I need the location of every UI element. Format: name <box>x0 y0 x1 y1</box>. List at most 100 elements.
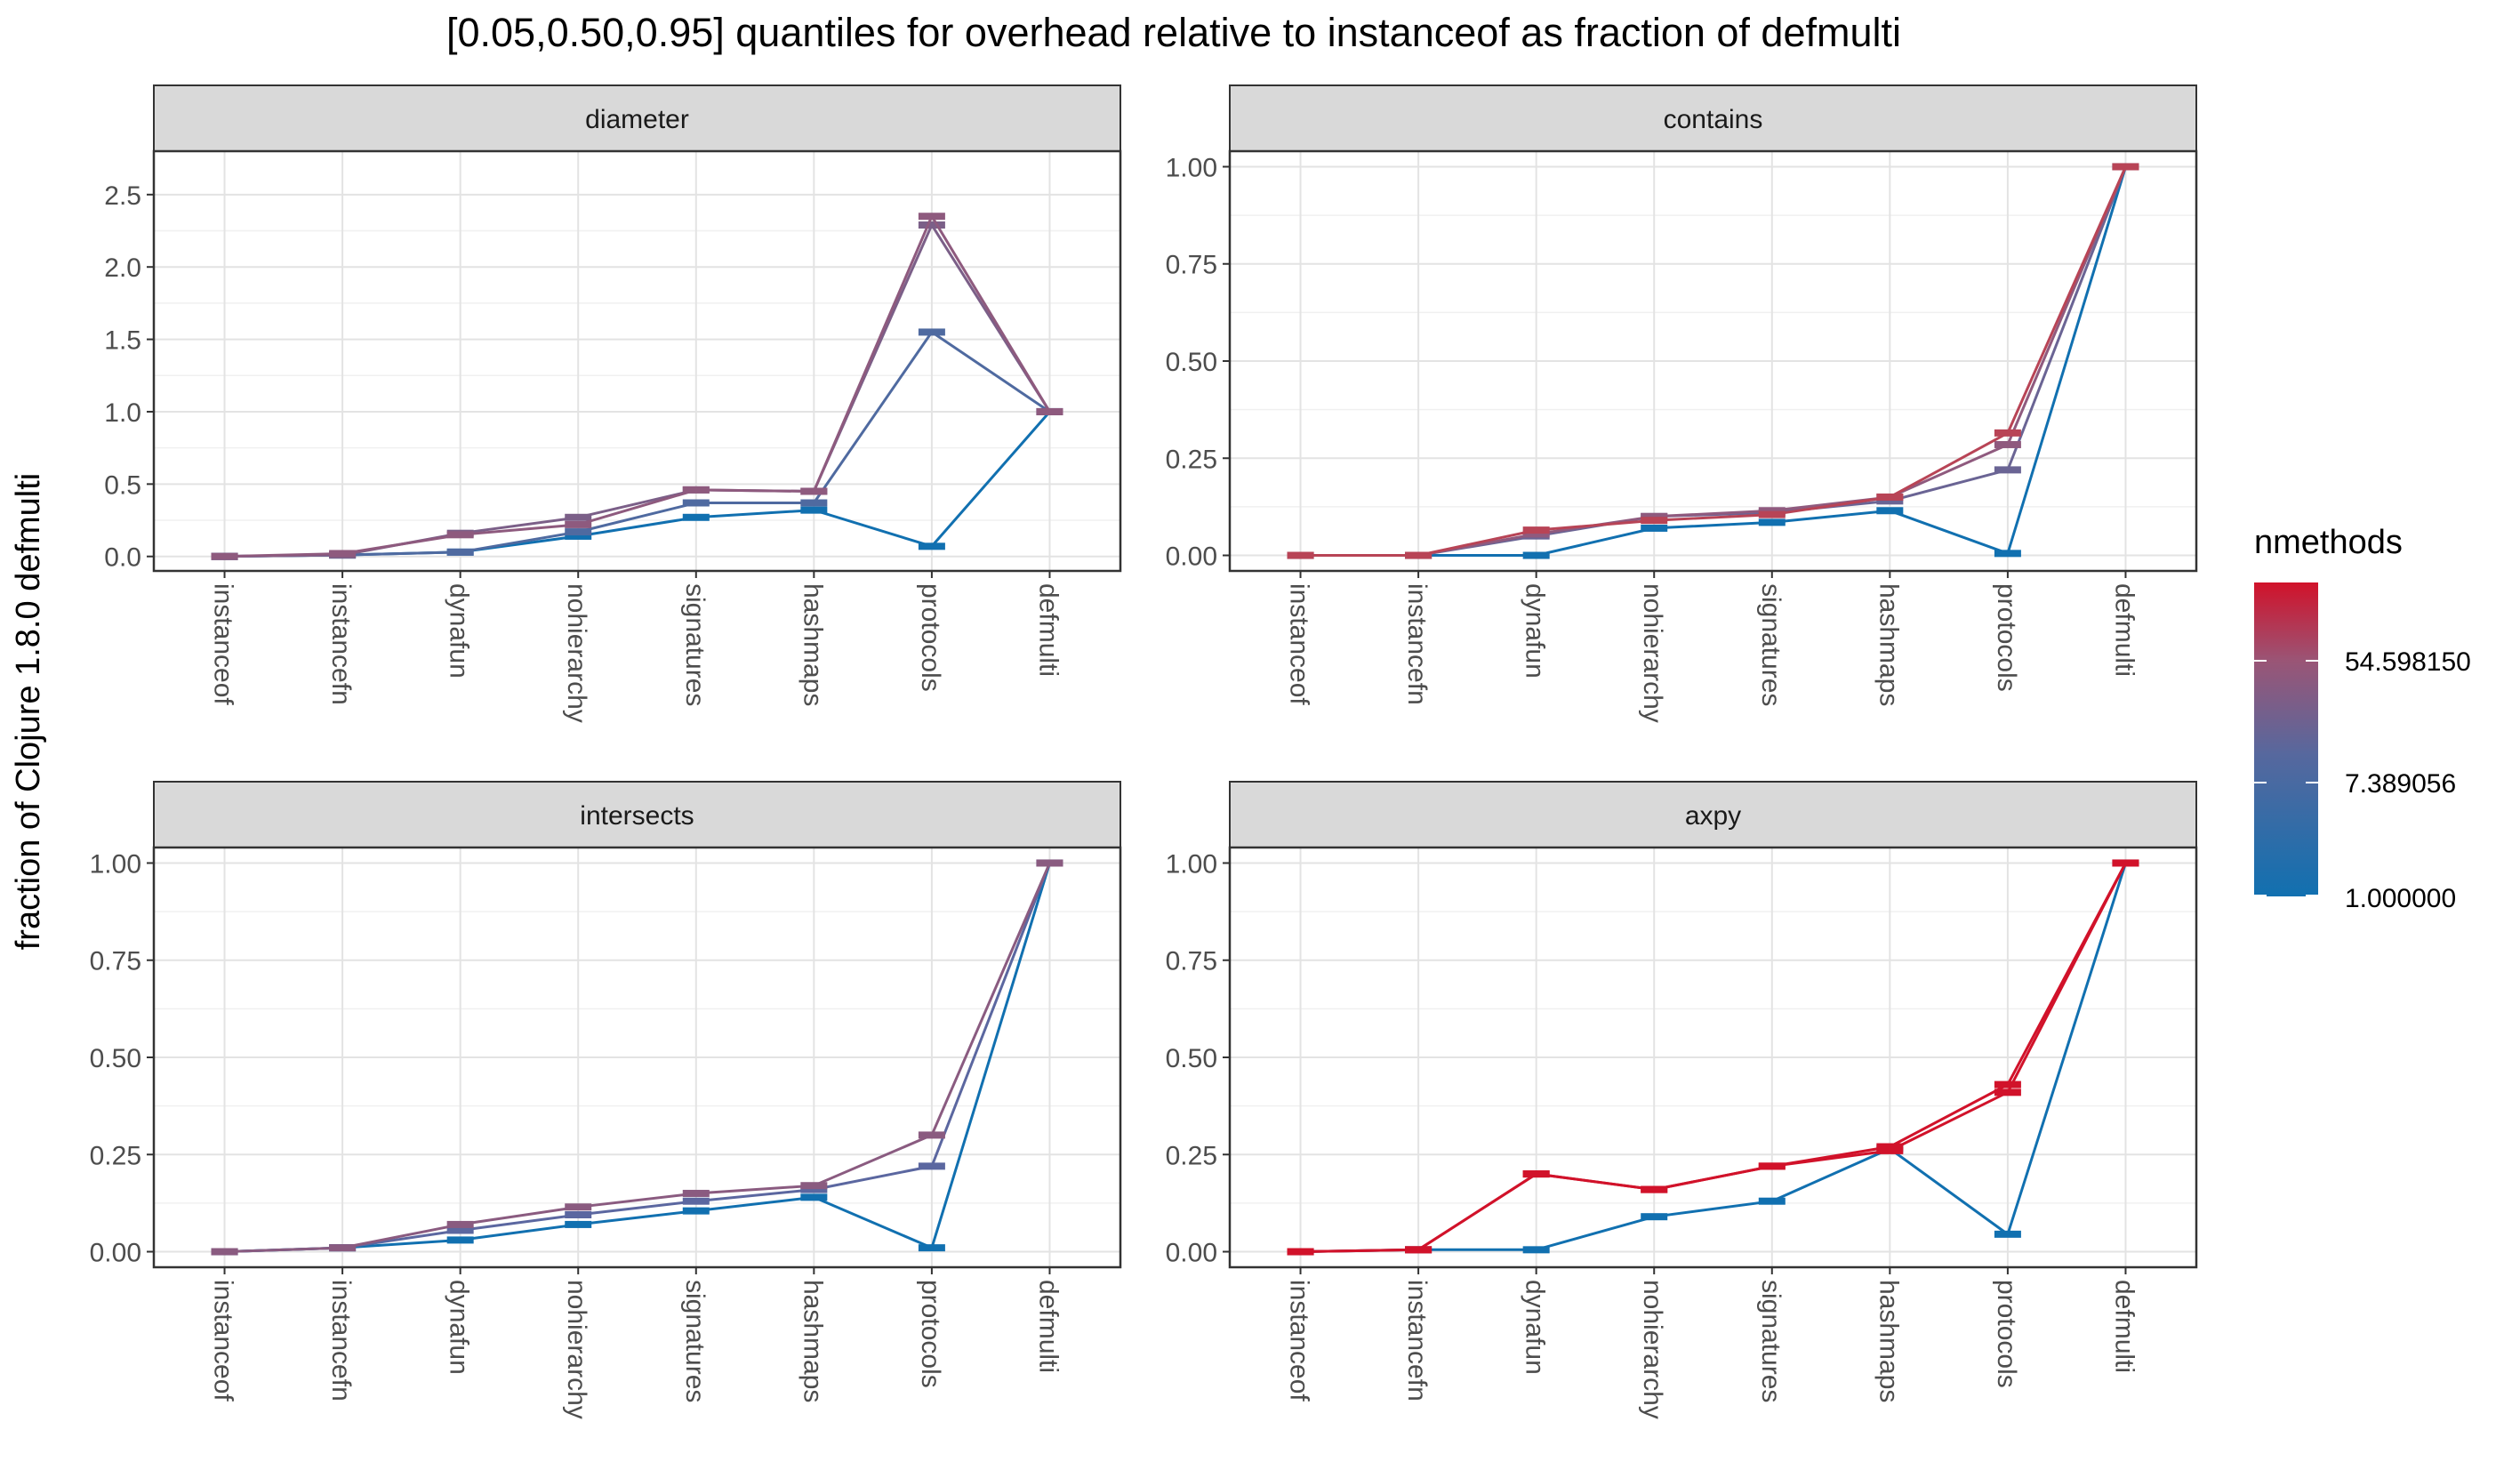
legend-label-mid: 7.389056 <box>2345 769 2456 799</box>
data-point <box>446 531 474 539</box>
x-tick-label: defmulti <box>1033 583 1063 677</box>
y-tick-label: 0.25 <box>1166 1141 1217 1170</box>
x-tick-label: instanceof <box>209 583 238 705</box>
series-line <box>1300 165 2127 557</box>
data-point <box>565 520 592 528</box>
x-tick-label: protocols <box>916 1280 945 1388</box>
data-point <box>682 513 710 521</box>
data-point <box>1405 1246 1433 1254</box>
legend-label-high: 54.598150 <box>2345 647 2471 677</box>
data-point <box>682 1207 710 1215</box>
x-tick-label: instancefn <box>326 1280 356 1402</box>
data-point <box>1758 510 1786 518</box>
data-point <box>1522 526 1550 534</box>
data-point <box>1641 524 1668 532</box>
x-tick-label: dynafun <box>1521 1280 1550 1375</box>
x-tick-label: defmulti <box>2109 1280 2139 1373</box>
data-point <box>1876 507 1904 515</box>
facet-panels: diameter 0.0 0.5 1.0 1.5 2.0 2.5 instanceof inst… <box>90 84 2198 1419</box>
panel-border <box>152 846 1122 1269</box>
data-point <box>1641 512 1668 520</box>
data-point <box>1994 1080 2021 1088</box>
data-point <box>1994 466 2021 474</box>
data-point <box>1994 1088 2021 1096</box>
data-point <box>1522 551 1550 559</box>
y-tick-label: 0.75 <box>1166 251 1217 280</box>
data-point <box>1758 1197 1786 1205</box>
x-tick-label: instancefn <box>326 583 356 705</box>
series-line <box>1300 166 2127 557</box>
data-point <box>446 548 474 556</box>
data-point <box>2112 859 2139 867</box>
data-point <box>1994 1230 2021 1238</box>
y-tick-label: 0.00 <box>1166 1239 1217 1268</box>
x-tick-label: protocols <box>1992 583 2021 692</box>
data-point <box>1287 1248 1314 1256</box>
y-axis-label: fraction of Clojure 1.8.0 defmulti <box>10 473 47 951</box>
data-point <box>800 1193 828 1201</box>
data-point <box>682 1189 710 1197</box>
x-tick-label: instanceof <box>1285 1280 1314 1402</box>
data-point <box>565 513 592 521</box>
data-point <box>1876 1146 1904 1154</box>
x-tick-label: signatures <box>1756 583 1786 706</box>
data-point <box>1036 859 1063 867</box>
data-point <box>1522 530 1550 538</box>
facet-strip <box>1229 84 2197 152</box>
data-point <box>918 542 945 550</box>
data-point <box>1036 407 1063 415</box>
y-tick-label: 0.50 <box>90 1044 141 1073</box>
series-line <box>224 862 1051 1253</box>
data-point <box>565 1203 592 1211</box>
data-point <box>1994 550 2021 558</box>
data-point <box>446 1226 474 1234</box>
x-tick-label: nohierarchy <box>562 583 591 723</box>
x-tick-label: nohierarchy <box>1638 583 1667 723</box>
data-point <box>565 532 592 540</box>
x-tick-label: hashmaps <box>798 583 827 706</box>
legend-colorbar <box>2254 582 2318 896</box>
facet-strip <box>153 84 1121 152</box>
series-line <box>224 330 1051 558</box>
data-point <box>1758 507 1786 515</box>
facet-panel: diameter 0.0 0.5 1.0 1.5 2.0 2.5 instanceof inst… <box>104 84 1122 723</box>
x-tick-label: instancefn <box>1402 1280 1432 1402</box>
y-tick-label: 0.0 <box>104 543 141 573</box>
data-point <box>918 328 945 336</box>
data-point <box>1641 517 1668 525</box>
data-point <box>682 486 710 494</box>
y-tick-label: 2.5 <box>104 181 141 211</box>
y-tick-label: 0.00 <box>90 1239 141 1268</box>
facet-strip-label: axpy <box>1685 801 1741 831</box>
data-point <box>1405 551 1433 559</box>
y-tick-label: 1.5 <box>104 326 141 356</box>
data-point <box>1876 497 1904 505</box>
data-point <box>1522 1246 1550 1254</box>
series-line <box>224 213 1051 558</box>
panel-border <box>152 149 1122 573</box>
facet-strip-label: intersects <box>580 801 694 831</box>
x-tick-label: signatures <box>1756 1280 1786 1402</box>
data-point <box>800 506 828 514</box>
x-tick-label: protocols <box>1992 1280 2021 1388</box>
data-point <box>918 1131 945 1139</box>
x-tick-label: dynafun <box>445 583 474 679</box>
facet-strip-label: diameter <box>585 105 689 134</box>
data-point <box>918 1244 945 1252</box>
data-point <box>329 550 357 558</box>
facet-panel: contains 0.00 0.25 0.50 0.75 1.00 instanceof in… <box>1166 84 2198 723</box>
x-tick-label: instanceof <box>209 1280 238 1402</box>
data-point <box>918 221 945 229</box>
data-point <box>918 213 945 221</box>
data-point <box>1994 440 2021 448</box>
facet-panel: intersects 0.00 0.25 0.50 0.75 1.00 instanceof… <box>90 781 1122 1419</box>
data-point <box>446 1220 474 1228</box>
data-point <box>1994 429 2021 437</box>
plot-area <box>154 151 1120 571</box>
y-tick-label: 1.00 <box>1166 849 1217 879</box>
x-tick-label: defmulti <box>2109 583 2139 677</box>
panel-border <box>1228 846 2198 1269</box>
data-point <box>329 1244 357 1252</box>
data-point <box>1287 551 1314 559</box>
x-tick-label: dynafun <box>445 1280 474 1375</box>
